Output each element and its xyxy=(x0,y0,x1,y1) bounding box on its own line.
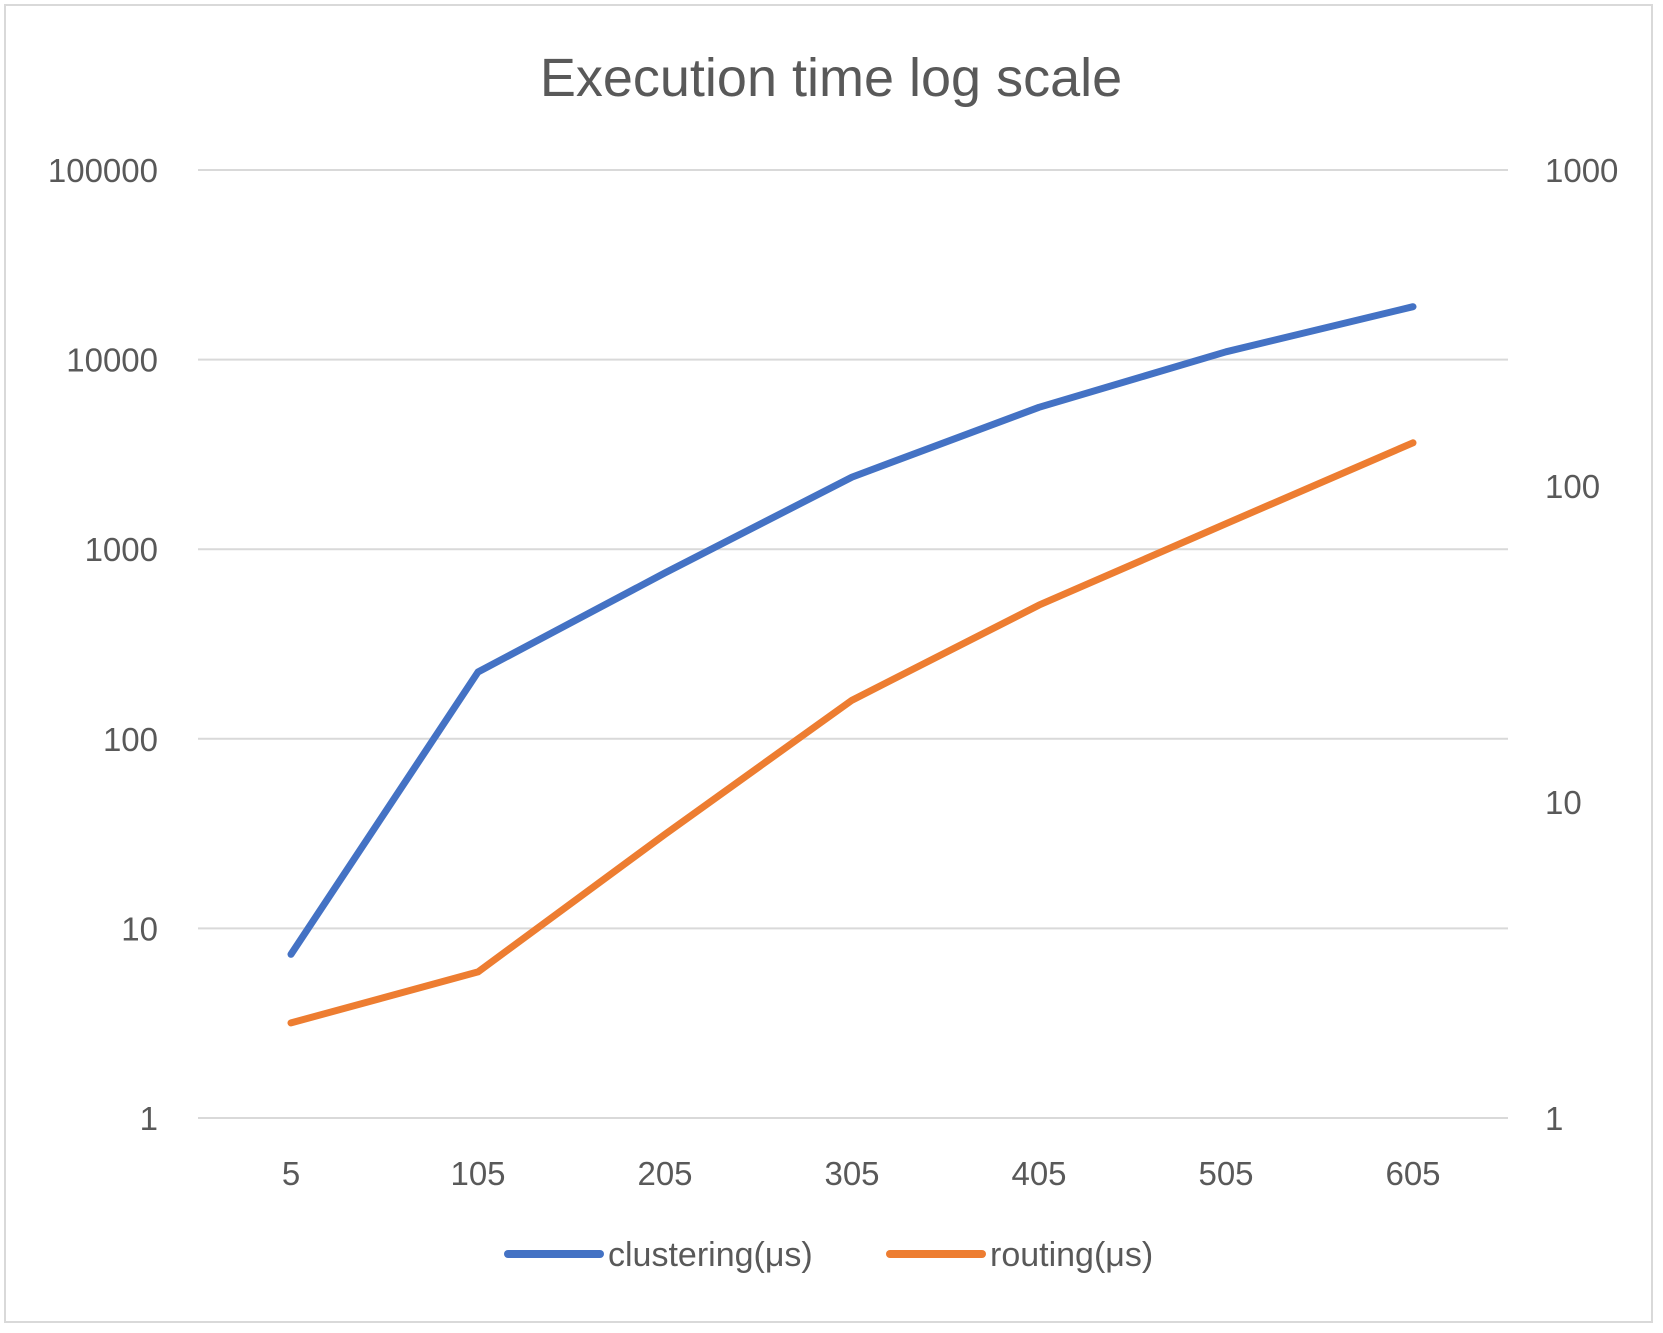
series-line-routing xyxy=(287,439,1417,1027)
x-tick-label: 605 xyxy=(1385,1155,1440,1192)
x-tick-label: 105 xyxy=(450,1155,505,1192)
left-axis-ticks: 1 10 100 1000 10000 100000 xyxy=(48,152,158,1137)
left-tick-label: 1000 xyxy=(85,531,158,568)
x-tick-label: 505 xyxy=(1198,1155,1253,1192)
x-axis-ticks: 5 105 205 305 405 505 605 xyxy=(282,1155,1441,1192)
right-tick-label: 10 xyxy=(1545,784,1582,821)
legend-label: routing(μs) xyxy=(990,1236,1153,1274)
right-tick-label: 100 xyxy=(1545,468,1600,505)
left-tick-label: 10000 xyxy=(66,342,158,379)
series-line-clustering xyxy=(287,303,1417,958)
chart-frame xyxy=(4,4,1653,1323)
left-tick-label: 100 xyxy=(103,721,158,758)
x-tick-label: 5 xyxy=(282,1155,300,1192)
legend-label: clustering(μs) xyxy=(608,1236,813,1274)
series-lines xyxy=(287,303,1417,1027)
right-axis-ticks: 1 10 100 1000 xyxy=(1545,152,1618,1137)
left-tick-label: 10 xyxy=(121,910,158,947)
x-tick-label: 305 xyxy=(824,1155,879,1192)
left-tick-label: 100000 xyxy=(48,152,158,189)
right-tick-label: 1 xyxy=(1545,1100,1563,1137)
x-tick-label: 405 xyxy=(1011,1155,1066,1192)
chart-title: Execution time log scale xyxy=(540,48,1122,108)
x-tick-label: 205 xyxy=(637,1155,692,1192)
left-tick-label: 1 xyxy=(140,1100,158,1137)
grid-lines xyxy=(198,169,1508,1119)
legend: clustering(μs) routing(μs) xyxy=(504,1236,1153,1274)
right-tick-label: 1000 xyxy=(1545,152,1618,189)
